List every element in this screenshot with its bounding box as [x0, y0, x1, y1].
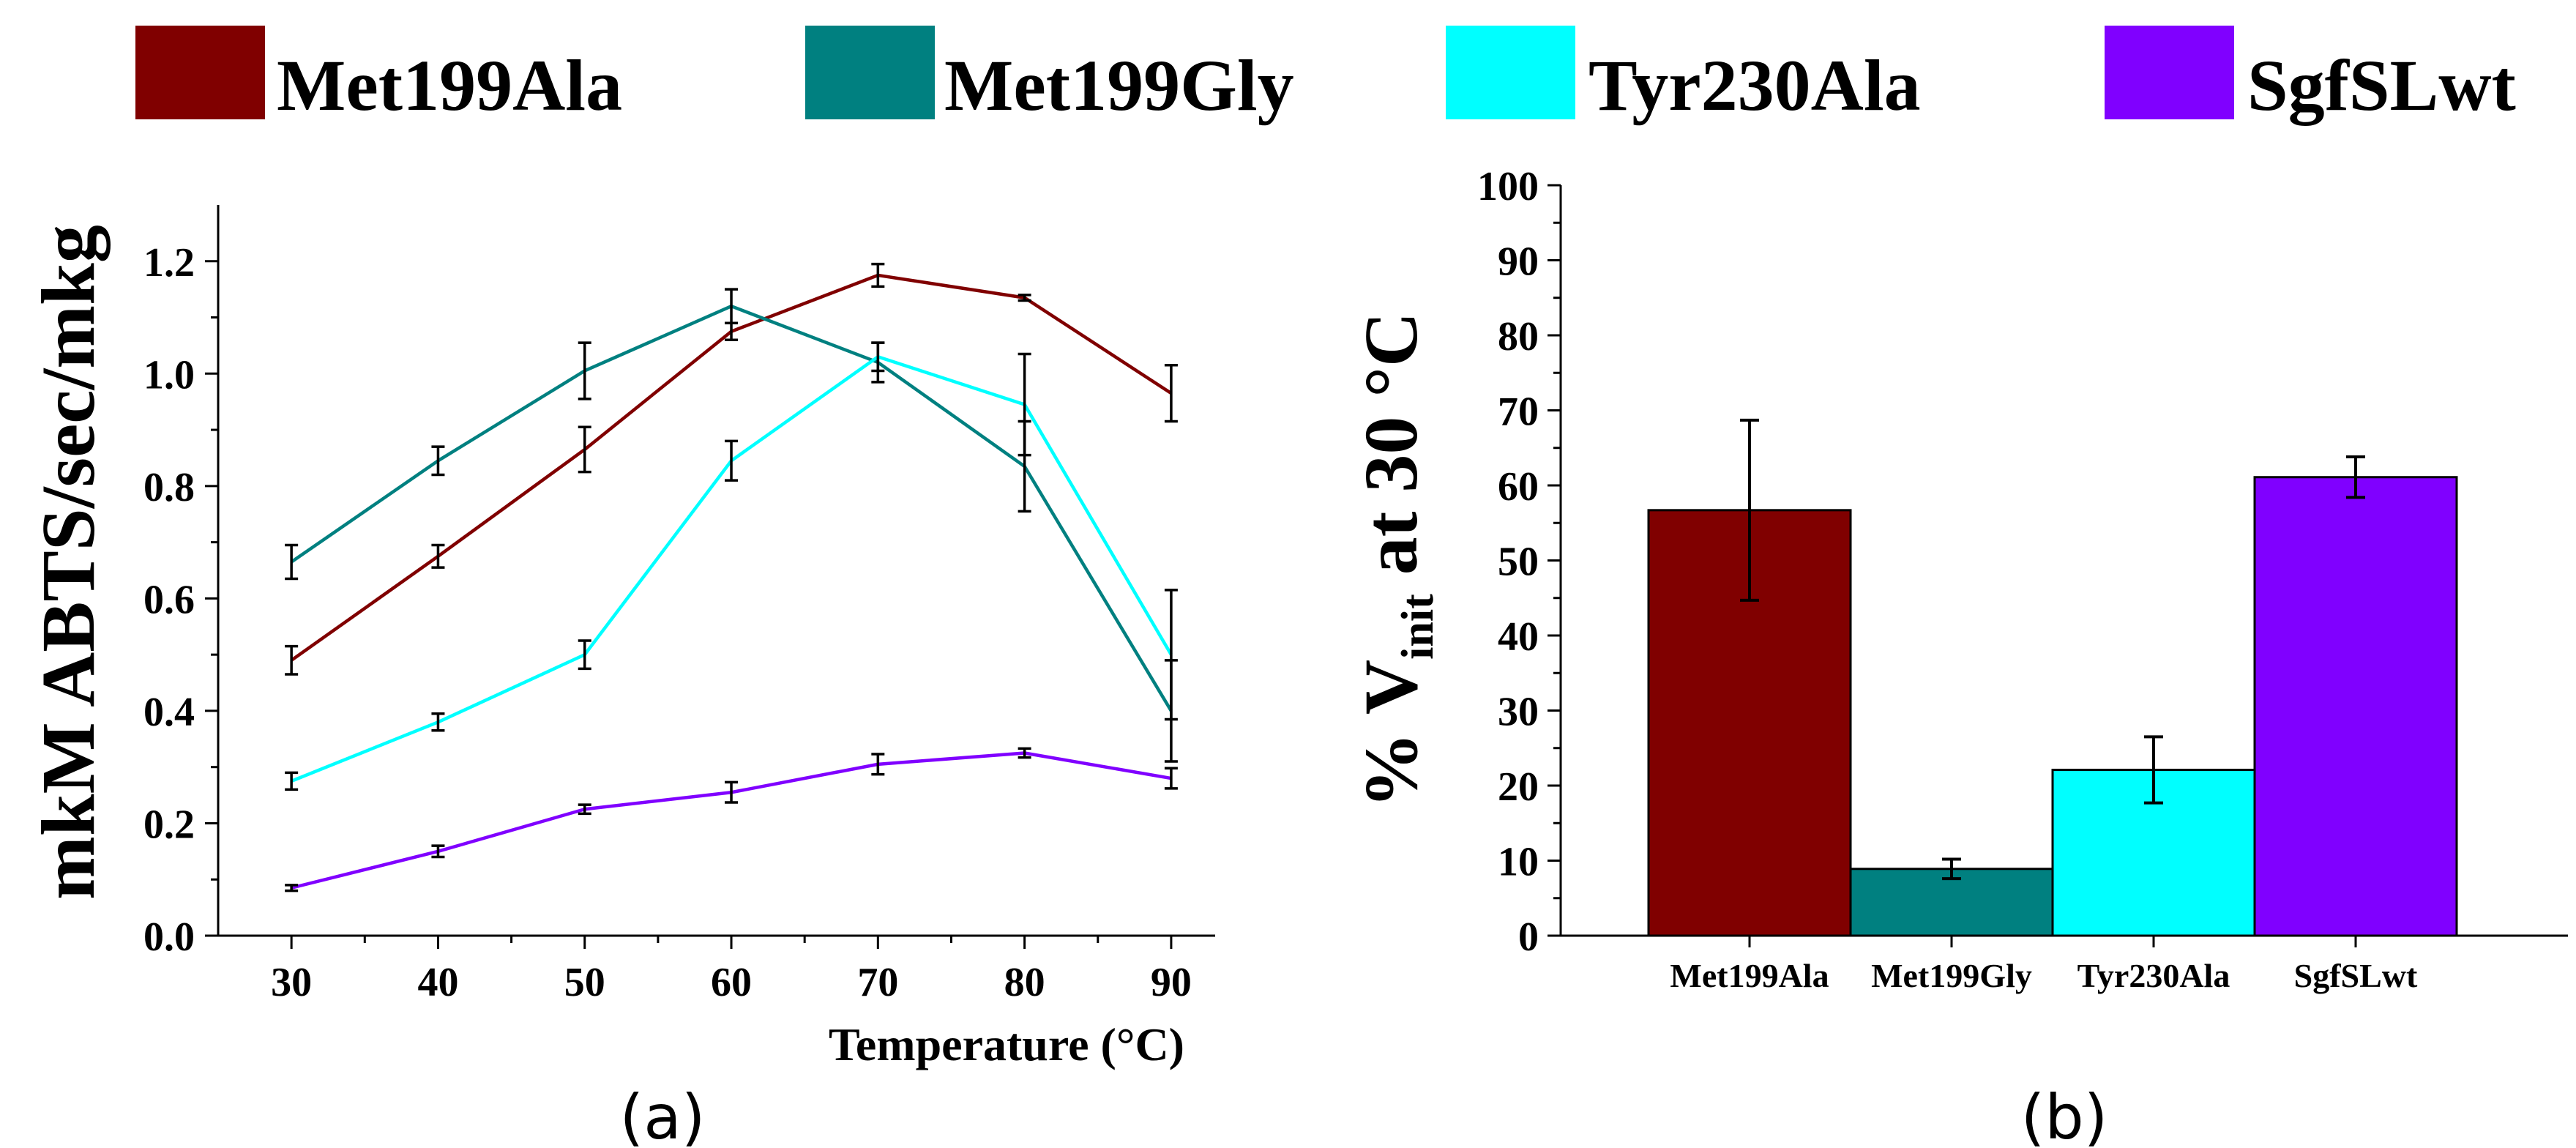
panel-a-x-ticks: 30 40 50 60 70 80 90 — [271, 936, 1192, 1005]
series-line-tyr230ala — [291, 355, 1173, 783]
panel-b-y-tick-label: 100 — [1477, 164, 1539, 209]
legend-label-tyr230ala: Tyr230Ala — [1588, 45, 1921, 126]
error-bar-sgfslwt — [2346, 455, 2365, 499]
panel-b-y-axis-title-main: % V — [1349, 660, 1433, 808]
legend-swatch-sgfslwt — [2105, 26, 2234, 119]
panel-a-y-tick-label: 0.2 — [143, 802, 195, 847]
error-bar-sgfslwt — [578, 803, 591, 816]
error-bar-met199ala — [431, 543, 445, 569]
panel-b-y-tick-label: 10 — [1498, 840, 1539, 885]
panel-b-y-tick-label: 40 — [1498, 614, 1539, 660]
panel-a-x-tick-label: 60 — [711, 960, 752, 1005]
error-bar-tyr230ala — [1164, 589, 1178, 721]
panel-b-bar-chart: 0 10 20 30 40 50 60 70 80 90 100 Met199Ala Met199Gl… — [1349, 164, 2568, 1148]
legend-label-met199gly: Met199Gly — [944, 45, 1294, 126]
panel-a-y-tick-label: 0.6 — [143, 577, 195, 622]
panel-b-y-tick-label: 90 — [1498, 239, 1539, 285]
panel-a-y-tick-label: 1.2 — [143, 240, 195, 286]
error-bar-sgfslwt — [1164, 767, 1178, 790]
bar-sgfslwt — [2253, 476, 2458, 937]
panel-a-y-tick-label: 1.0 — [143, 352, 195, 398]
series-tyr230ala — [285, 341, 1178, 791]
error-bar-sgfslwt — [725, 780, 739, 804]
panel-a-y-tick-label: 0.4 — [143, 690, 195, 735]
panel-a-y-tick-label: 0.8 — [143, 465, 195, 510]
panel-a-x-tick-label: 80 — [1004, 960, 1045, 1005]
panel-a-line-chart: 0.0 0.2 0.4 0.6 0.8 1.0 1.2 30 40 50 60 70 80 90 mkM… — [26, 205, 1215, 1148]
panel-b-y-tick-label: 50 — [1498, 540, 1539, 585]
panel-a-x-tick-label: 90 — [1151, 960, 1192, 1005]
error-bar-met199ala — [725, 321, 739, 341]
bar-group-met199ala: Met199Ala — [1647, 418, 1852, 994]
error-bar-tyr230ala — [2144, 735, 2163, 805]
error-bar-tyr230ala — [431, 712, 445, 732]
panel-a-x-tick-label: 70 — [857, 960, 898, 1005]
bar-group-sgfslwt: SgfSLwt — [2253, 455, 2458, 994]
error-bar-met199gly — [431, 445, 445, 477]
error-bar-sgfslwt — [871, 753, 885, 776]
legend-label-met199ala: Met199Ala — [277, 45, 622, 126]
error-bar-met199ala — [578, 425, 591, 474]
panel-b-y-axis-title: % Vinit at 30 °C — [1349, 312, 1443, 808]
error-bar-met199gly — [1942, 857, 1961, 881]
error-bar-met199ala — [1018, 294, 1031, 302]
panel-a-label: (a) — [619, 1081, 705, 1148]
error-bar-tyr230ala — [578, 639, 591, 671]
error-bar-met199gly — [578, 341, 591, 400]
panel-a-y-ticks: 0.0 0.2 0.4 0.6 0.8 1.0 1.2 — [143, 240, 218, 960]
panel-a-x-axis-title: Temperature (°C) — [829, 1018, 1184, 1070]
panel-b-y-tick-label: 0 — [1518, 914, 1539, 960]
error-bar-sgfslwt — [285, 884, 299, 892]
series-met199ala — [285, 262, 1178, 676]
panel-a-y-axis-title: mkM ABTS/sec/mkg — [26, 225, 111, 900]
series-line-met199gly — [290, 304, 1173, 712]
error-bar-sgfslwt — [1018, 747, 1031, 759]
legend-item-tyr230ala: Tyr230Ala — [1446, 26, 1921, 126]
legend-swatch-tyr230ala — [1446, 26, 1575, 119]
panel-b-y-tick-label: 20 — [1498, 764, 1539, 810]
legend-item-met199ala: Met199Ala — [135, 26, 622, 126]
error-bar-met199ala — [1164, 364, 1178, 423]
error-bar-tyr230ala — [871, 341, 885, 373]
series-sgfslwt — [285, 747, 1178, 892]
panel-b-y-axis-title-tail: at 30 °C — [1349, 312, 1433, 594]
panel-b-y-tick-label: 60 — [1498, 464, 1539, 510]
legend-swatch-met199ala — [135, 26, 265, 119]
panel-a-x-tick-label: 50 — [564, 960, 605, 1005]
panel-a-y-tick-label: 0.0 — [143, 914, 195, 960]
legend: Met199Ala Met199Gly Tyr230Ala SgfSLwt — [135, 26, 2516, 126]
panel-b-y-ticks: 0 10 20 30 40 50 60 70 80 90 100 — [1477, 164, 1561, 960]
error-bar-met199gly — [285, 543, 299, 581]
panel-b-y-tick-label: 30 — [1498, 690, 1539, 735]
panel-a-series — [285, 262, 1178, 892]
panel-b-bars: Met199Ala Met199Gly Tyr230Ala SgfSLwt — [1647, 418, 2458, 994]
error-bar-met199ala — [1740, 418, 1759, 602]
bar-group-tyr230ala: Tyr230Ala — [2051, 735, 2256, 994]
error-bar-sgfslwt — [431, 844, 445, 859]
panel-a-x-tick-label: 30 — [271, 960, 312, 1005]
error-bar-met199ala — [285, 644, 299, 676]
error-bar-tyr230ala — [1018, 352, 1031, 457]
panel-b-y-tick-label: 80 — [1498, 314, 1539, 359]
panel-b-y-tick-label: 70 — [1498, 390, 1539, 435]
panel-a-x-tick-label: 40 — [417, 960, 458, 1005]
panel-b-label: (b) — [2021, 1081, 2108, 1148]
legend-item-sgfslwt: SgfSLwt — [2105, 26, 2516, 126]
error-bar-met199gly — [725, 288, 739, 324]
series-line-sgfslwt — [291, 751, 1172, 890]
panel-b-category-label: Met199Ala — [1670, 957, 1829, 994]
series-met199gly — [285, 288, 1178, 763]
legend-item-met199gly: Met199Gly — [805, 26, 1294, 126]
panel-b-category-label: Tyr230Ala — [2077, 957, 2230, 994]
panel-b-y-axis-title-sub: init — [1393, 594, 1443, 660]
error-bar-met199ala — [871, 262, 885, 288]
error-bar-tyr230ala — [285, 771, 299, 791]
panel-b-category-label: Met199Gly — [1871, 957, 2032, 994]
legend-label-sgfslwt: SgfSLwt — [2247, 45, 2516, 126]
legend-swatch-met199gly — [805, 26, 935, 119]
error-bar-tyr230ala — [725, 439, 739, 482]
panel-b-category-label: SgfSLwt — [2294, 957, 2418, 994]
bar-group-met199gly: Met199Gly — [1849, 857, 2054, 994]
